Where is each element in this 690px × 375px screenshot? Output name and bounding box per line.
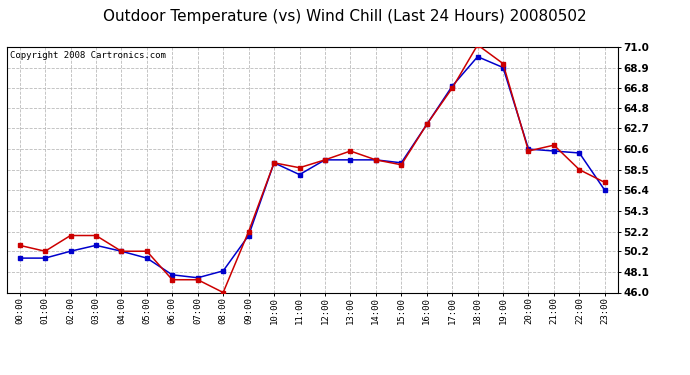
Text: Copyright 2008 Cartronics.com: Copyright 2008 Cartronics.com — [10, 51, 166, 60]
Text: Outdoor Temperature (vs) Wind Chill (Last 24 Hours) 20080502: Outdoor Temperature (vs) Wind Chill (Las… — [104, 9, 586, 24]
